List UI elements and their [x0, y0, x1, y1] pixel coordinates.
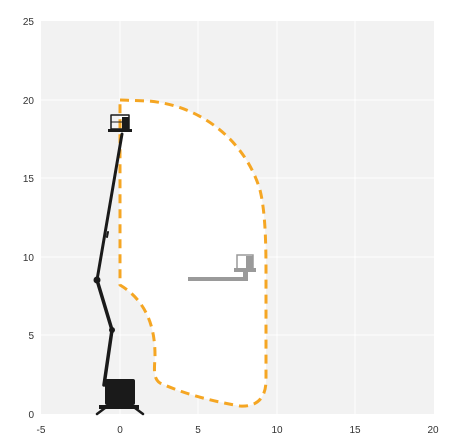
lift-joint-elbow: [93, 276, 101, 284]
platform-outreach-icon: [188, 254, 256, 281]
y-tick-label: 0: [28, 410, 34, 421]
y-tick-label: 25: [23, 17, 35, 28]
lift-chassis-icon: [95, 379, 145, 416]
y-tick-label: 5: [28, 331, 34, 342]
y-axis-ticks: 0 5 10 15 20 25: [23, 17, 35, 421]
y-tick-label: 10: [23, 253, 35, 264]
x-tick-label: 20: [427, 425, 439, 436]
x-tick-label: 0: [117, 425, 123, 436]
working-envelope: [118, 98, 268, 408]
x-tick-label: 15: [349, 425, 361, 436]
x-axis-ticks: -5 0 5 10 15 20: [37, 425, 439, 436]
lift-jib: [106, 231, 109, 238]
y-tick-label: 20: [23, 96, 35, 107]
x-tick-label: -5: [37, 425, 46, 436]
y-tick-label: 15: [23, 174, 35, 185]
lift-machine: [93, 114, 145, 416]
platform-basket-icon: [108, 114, 132, 132]
x-tick-label: 10: [271, 425, 283, 436]
lift-boom-upper: [95, 132, 124, 282]
x-tick-label: 5: [195, 425, 201, 436]
lift-joint-knee: [109, 327, 115, 333]
